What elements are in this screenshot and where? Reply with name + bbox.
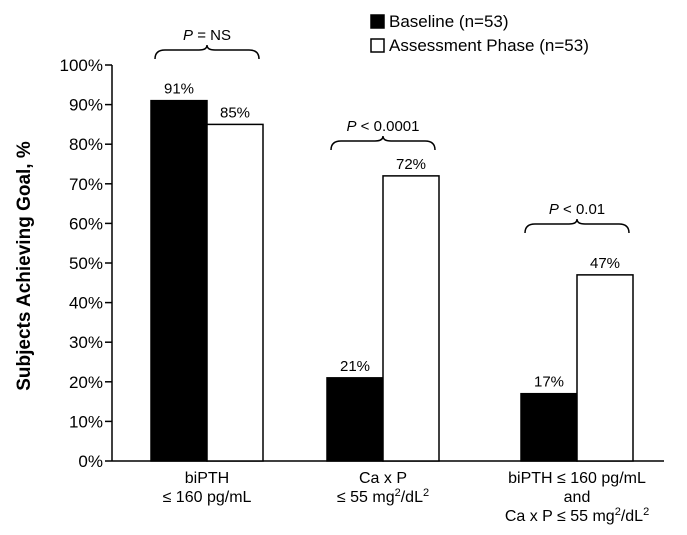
- y-tick-label: 70%: [69, 175, 103, 194]
- value-labels: 91% 21% 17% 85% 72% 47%: [164, 81, 620, 391]
- category-label: ≤ 55 mg2/dL2: [337, 487, 429, 506]
- category-labels: biPTH ≤ 160 pg/mL Ca x P≤ 55 mg2/dL2 biPTH …: [163, 470, 650, 525]
- y-tick-label: 20%: [69, 373, 103, 392]
- value-label: 85%: [220, 104, 250, 121]
- value-label: 72%: [396, 156, 426, 173]
- category-label: ≤ 160 pg/mL: [163, 489, 252, 506]
- legend-label: Assessment Phase (n=53): [389, 36, 589, 55]
- p-value-label: P < 0.01: [549, 201, 605, 218]
- y-tick-label: 30%: [69, 333, 103, 352]
- y-tick-label: 50%: [69, 254, 103, 273]
- legend-swatch: [370, 38, 385, 53]
- p-value-label: P < 0.0001: [347, 118, 420, 135]
- category-label: and: [564, 489, 591, 506]
- bars: [150, 99, 634, 462]
- y-axis: 0% 10% 20% 30% 40% 50% 60% 70% 80% 90% 100%: [60, 56, 664, 471]
- value-label: 47%: [590, 255, 620, 272]
- legend-swatch: [370, 14, 385, 29]
- value-label: 17%: [534, 374, 564, 391]
- significance-brackets: P = NS P < 0.0001 P < 0.01: [154, 27, 630, 234]
- baseline-bar-3: [520, 392, 578, 462]
- significance-bracket: [154, 44, 260, 60]
- significance-bracket: [330, 135, 436, 151]
- category-label: biPTH ≤ 160 pg/mL: [508, 470, 646, 487]
- y-tick-label: 0%: [78, 452, 103, 471]
- baseline-bar-2: [326, 377, 384, 462]
- y-tick-label: 100%: [60, 56, 103, 75]
- p-value-label: P = NS: [183, 27, 231, 44]
- assessment-bar-2: [382, 175, 440, 462]
- category-label: biPTH: [185, 470, 229, 487]
- y-tick-label: 40%: [69, 294, 103, 313]
- significance-bracket: [524, 218, 630, 234]
- baseline-bar-1: [150, 99, 208, 462]
- value-label: 91%: [164, 81, 194, 98]
- assessment-bar-3: [576, 274, 634, 462]
- category-label: Ca x P: [359, 470, 407, 487]
- y-tick-label: 60%: [69, 214, 103, 233]
- y-axis-label: Subjects Achieving Goal, %: [14, 141, 35, 391]
- category-label: Ca x P ≤ 55 mg2/dL2: [505, 506, 649, 525]
- legend-label: Baseline (n=53): [389, 12, 509, 31]
- y-tick-label: 90%: [69, 96, 103, 115]
- y-tick-label: 10%: [69, 412, 103, 431]
- y-tick-label: 80%: [69, 135, 103, 154]
- legend: Baseline (n=53) Assessment Phase (n=53): [370, 12, 589, 55]
- assessment-bar-1: [206, 123, 264, 462]
- value-label: 21%: [340, 358, 370, 375]
